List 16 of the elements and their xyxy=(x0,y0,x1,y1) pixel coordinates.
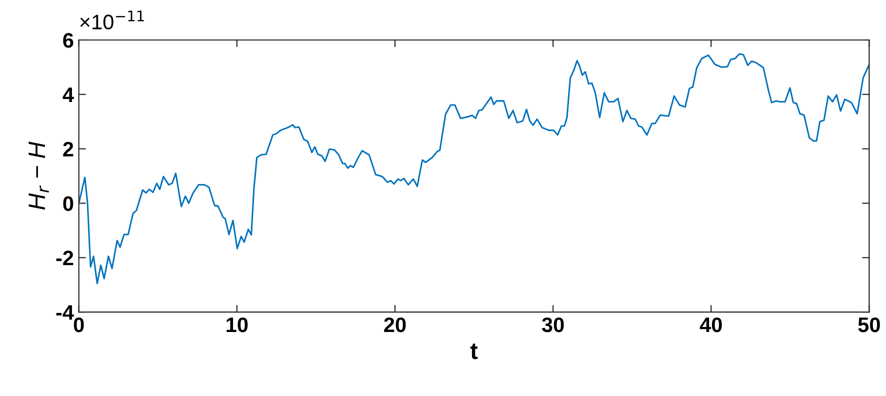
x-tick-label: 0 xyxy=(74,317,84,332)
y-tick-label: 2 xyxy=(63,142,74,156)
line-series xyxy=(78,53,870,284)
y-tick-label: 4 xyxy=(62,88,74,102)
y-tick-label: -4 xyxy=(56,305,74,320)
text: ×10$^{−11}$ xyxy=(80,10,144,30)
y-axis-title: H$_{r}$ − H xyxy=(28,142,49,210)
y-tick-label: 6 xyxy=(63,32,74,48)
y-tick-label: 0 xyxy=(63,196,74,211)
x-axis-title: t xyxy=(470,344,478,360)
x-tick-label: 50 xyxy=(858,317,880,332)
x-tick-label: 40 xyxy=(700,317,722,332)
y-tick-label: -2 xyxy=(56,250,74,266)
x-tick-label: 30 xyxy=(542,317,564,332)
x-tick-label: 10 xyxy=(226,317,248,332)
x-tick-label: 20 xyxy=(384,317,406,332)
